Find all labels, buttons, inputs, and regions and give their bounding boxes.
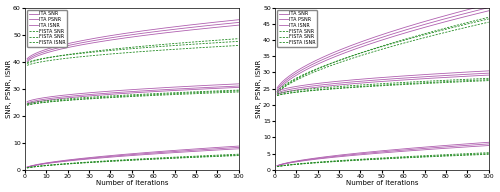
X-axis label: Number of Iterations: Number of Iterations (96, 180, 168, 186)
Y-axis label: SNR, PSNR, ISNR: SNR, PSNR, ISNR (256, 60, 262, 118)
X-axis label: Number of Iterations: Number of Iterations (346, 180, 418, 186)
Y-axis label: SNR, PSNR, ISNR: SNR, PSNR, ISNR (6, 60, 12, 118)
Legend: ITA SNR, ITA PSNR, ITA ISNR, FISTA SNR, FISTA SNR, FISTA ISNR: ITA SNR, ITA PSNR, ITA ISNR, FISTA SNR, … (278, 10, 317, 46)
Legend: ITA SNR, ITA PSNR, ITA ISNR, FISTA SNR, FISTA SNR, FISTA ISNR: ITA SNR, ITA PSNR, ITA ISNR, FISTA SNR, … (28, 10, 67, 46)
